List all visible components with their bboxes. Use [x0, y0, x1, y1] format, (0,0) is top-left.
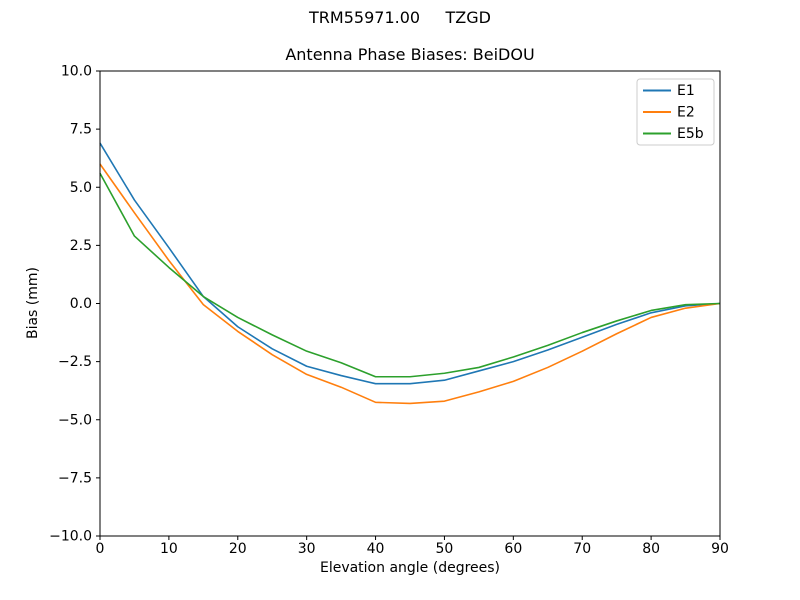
y-tick-label: 10.0	[61, 64, 92, 80]
series-line-E5b	[99, 172, 721, 378]
series-line-E1	[99, 142, 721, 385]
x-tick-label: 50	[436, 541, 454, 557]
y-tick-label: 5.0	[70, 180, 92, 196]
y-tick-label: −2.5	[58, 354, 92, 370]
y-tick-label: −5.0	[58, 412, 92, 428]
y-tick-label: −7.5	[58, 470, 92, 486]
x-tick-label: 0	[96, 541, 105, 557]
y-tick-label: 7.5	[70, 122, 92, 138]
legend-label-E1: E1	[677, 83, 695, 99]
y-tick-label: 2.5	[70, 238, 92, 254]
axes-spines	[99, 70, 721, 537]
y-tick-label: 0.0	[70, 296, 92, 312]
x-tick-label: 40	[367, 541, 385, 557]
x-tick-label: 60	[504, 541, 522, 557]
figure-suptitle: TRM55971.00 TZGD	[309, 8, 491, 27]
x-tick-label: 70	[573, 541, 591, 557]
legend: E1 E2 E5b	[636, 78, 715, 146]
series-line-E2	[99, 163, 721, 405]
legend-label-E5b: E5b	[677, 126, 704, 142]
x-tick-label: 30	[298, 541, 316, 557]
chart-title: Antenna Phase Biases: BeiDOU	[285, 45, 535, 64]
legend-box	[636, 78, 715, 146]
x-tick-label: 80	[642, 541, 660, 557]
y-tick-label: −10.0	[49, 529, 92, 545]
y-axis-label: Bias (mm)	[25, 266, 41, 340]
x-tick-label: 20	[229, 541, 247, 557]
x-tick-label: 90	[711, 541, 729, 557]
x-axis-label: Elevation angle (degrees)	[319, 560, 501, 576]
x-tick-label: 10	[160, 541, 178, 557]
legend-label-E2: E2	[677, 105, 695, 121]
